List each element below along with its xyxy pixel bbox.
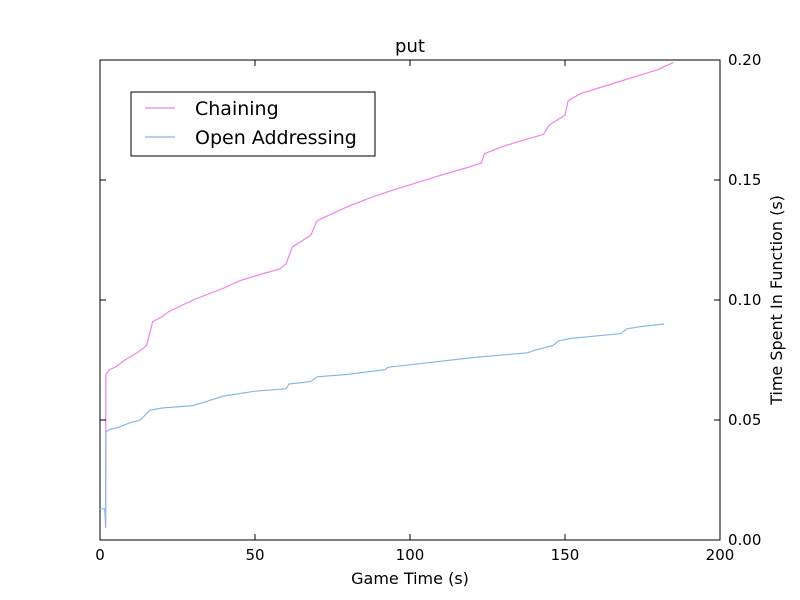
y-axis-title: Time Spent In Function (s) <box>767 195 786 406</box>
legend-label-open-addressing: Open Addressing <box>195 127 357 149</box>
x-tick-label: 0 <box>95 546 105 564</box>
x-axis-title: Game Time (s) <box>351 569 469 588</box>
x-tick-label: 50 <box>245 546 264 564</box>
chart-title: put <box>395 36 425 57</box>
y-axis: 0.00 0.05 0.10 0.15 0.20 <box>100 51 761 549</box>
legend: Chaining Open Addressing <box>130 91 376 157</box>
y-tick-label: 0.10 <box>728 291 761 309</box>
y-tick-label: 0.20 <box>728 51 761 69</box>
series-line-chaining <box>104 61 674 529</box>
y-tick-label: 0.00 <box>728 531 761 549</box>
x-tick-label: 200 <box>706 546 735 564</box>
legend-box <box>130 91 376 157</box>
series-layer <box>100 61 674 529</box>
x-tick-label: 100 <box>396 546 425 564</box>
x-tick-label: 150 <box>551 546 580 564</box>
x-axis: 0 50 100 150 200 <box>95 60 734 564</box>
y-tick-label: 0.15 <box>728 171 761 189</box>
y-tick-label: 0.05 <box>728 411 761 429</box>
legend-label-chaining: Chaining <box>195 98 279 120</box>
series-line-open-addressing <box>100 323 665 526</box>
